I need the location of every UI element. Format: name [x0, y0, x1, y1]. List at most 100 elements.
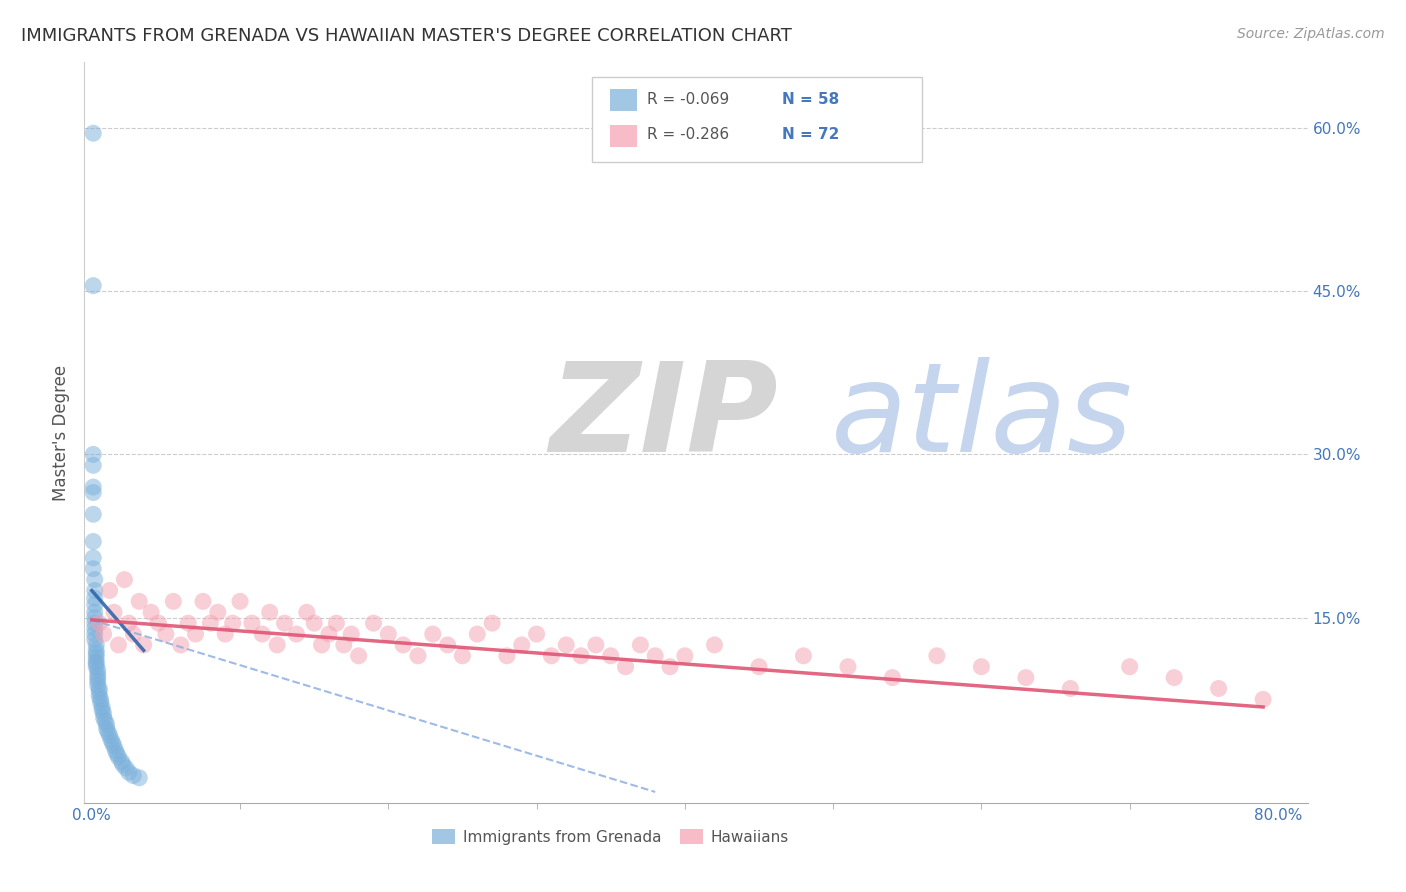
Point	[82, 508, 104, 522]
Point	[295, 605, 318, 619]
Point	[84, 657, 107, 671]
Point	[128, 594, 150, 608]
Point	[318, 627, 340, 641]
Point	[155, 627, 177, 641]
Point	[96, 722, 118, 736]
Point	[86, 673, 108, 688]
Point	[585, 638, 607, 652]
Point	[170, 638, 193, 652]
Text: R = -0.286: R = -0.286	[647, 128, 730, 143]
Point	[110, 755, 132, 769]
Point	[139, 605, 162, 619]
Point	[207, 605, 229, 619]
Legend: Immigrants from Grenada, Hawaiians: Immigrants from Grenada, Hawaiians	[426, 822, 794, 851]
Text: IMMIGRANTS FROM GRENADA VS HAWAIIAN MASTER'S DEGREE CORRELATION CHART: IMMIGRANTS FROM GRENADA VS HAWAIIAN MAST…	[21, 27, 792, 45]
Point	[91, 703, 114, 717]
Point	[83, 583, 105, 598]
Point	[84, 643, 107, 657]
Point	[599, 648, 621, 663]
Point	[82, 562, 104, 576]
Point	[98, 583, 121, 598]
Point	[792, 648, 814, 663]
Point	[392, 638, 415, 652]
Point	[82, 458, 104, 473]
Point	[101, 736, 124, 750]
Point	[200, 616, 222, 631]
Text: atlas: atlas	[831, 358, 1133, 478]
Point	[105, 747, 128, 761]
Point	[84, 647, 107, 661]
Point	[111, 757, 134, 772]
Point	[84, 654, 107, 668]
Point	[422, 627, 444, 641]
Point	[451, 648, 474, 663]
Point	[555, 638, 578, 652]
Point	[97, 725, 120, 739]
Point	[112, 573, 135, 587]
Point	[104, 743, 127, 757]
Point	[122, 627, 145, 641]
Point	[83, 622, 105, 636]
Point	[214, 627, 236, 641]
Point	[107, 750, 129, 764]
Point	[240, 616, 263, 631]
Point	[340, 627, 363, 641]
Point	[86, 678, 108, 692]
Text: Source: ZipAtlas.com: Source: ZipAtlas.com	[1237, 27, 1385, 41]
Point	[84, 649, 107, 664]
Point	[659, 659, 682, 673]
FancyBboxPatch shape	[610, 125, 637, 147]
Point	[347, 648, 370, 663]
Point	[925, 648, 948, 663]
Point	[882, 671, 904, 685]
Point	[1163, 671, 1185, 685]
Point	[970, 659, 993, 673]
Point	[229, 594, 252, 608]
Point	[103, 739, 125, 754]
Text: N = 58: N = 58	[782, 92, 839, 107]
Point	[363, 616, 385, 631]
Point	[86, 667, 108, 681]
Point	[614, 659, 637, 673]
Point	[266, 638, 288, 652]
Point	[177, 616, 200, 631]
Point	[184, 627, 207, 641]
Point	[481, 616, 503, 631]
Point	[100, 732, 122, 747]
Point	[259, 605, 281, 619]
Point	[837, 659, 859, 673]
Text: R = -0.069: R = -0.069	[647, 92, 730, 107]
Point	[115, 761, 138, 775]
Point	[86, 663, 108, 677]
Point	[107, 638, 129, 652]
Point	[526, 627, 548, 641]
Point	[94, 714, 117, 728]
Point	[1118, 659, 1140, 673]
Point	[703, 638, 725, 652]
Point	[285, 627, 308, 641]
Point	[82, 278, 104, 293]
Point	[510, 638, 533, 652]
Point	[98, 728, 121, 742]
Point	[540, 648, 562, 663]
Point	[325, 616, 347, 631]
Point	[118, 616, 141, 631]
Point	[191, 594, 214, 608]
Point	[221, 616, 243, 631]
Point	[122, 768, 145, 782]
Point	[132, 638, 155, 652]
Point	[89, 681, 111, 696]
Point	[90, 692, 112, 706]
Point	[84, 638, 107, 652]
Point	[128, 771, 150, 785]
Text: N = 72: N = 72	[782, 128, 839, 143]
Point	[628, 638, 651, 652]
Point	[1059, 681, 1081, 696]
Y-axis label: Master's Degree: Master's Degree	[52, 365, 70, 500]
Point	[83, 598, 105, 612]
Point	[82, 126, 104, 140]
Point	[252, 627, 274, 641]
Point	[465, 627, 488, 641]
Point	[1208, 681, 1230, 696]
Point	[82, 550, 104, 565]
